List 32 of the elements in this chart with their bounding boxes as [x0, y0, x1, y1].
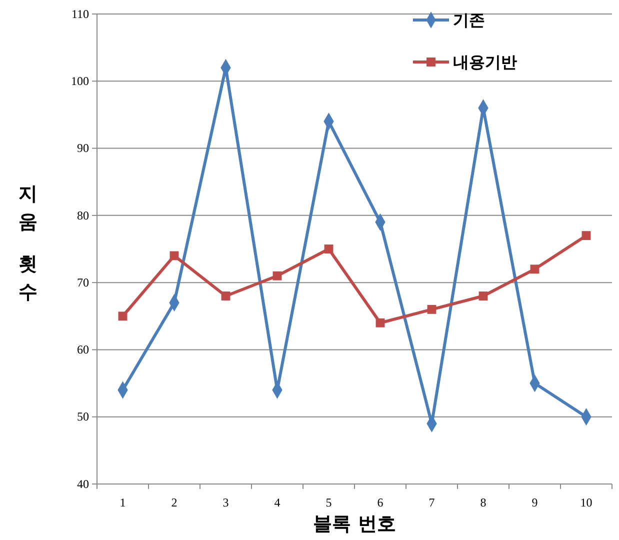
- x-tick-label: 1: [120, 496, 126, 510]
- legend-label: 내용기반: [453, 52, 517, 72]
- point: [478, 292, 488, 300]
- x-tick-label: 5: [326, 496, 332, 510]
- point: [427, 304, 436, 314]
- y-axis-title: 지움 횟수: [18, 183, 38, 303]
- x-tick-label: 2: [171, 496, 178, 510]
- point: [324, 244, 334, 254]
- point: [170, 251, 179, 260]
- point: [376, 318, 385, 328]
- point: [272, 271, 282, 280]
- legend-label: 기존: [453, 10, 485, 30]
- y-tick-label: 100: [71, 74, 89, 88]
- point: [530, 264, 540, 274]
- x-tick-label: 7: [428, 496, 435, 510]
- x-tick-label: 6: [377, 496, 384, 510]
- x-tick-label: 3: [222, 496, 229, 510]
- y-tick-label: 70: [77, 275, 89, 290]
- x-tick-label: 8: [480, 496, 486, 510]
- y-tick-label: 110: [71, 6, 89, 21]
- y-tick-label: 60: [77, 342, 89, 357]
- x-tick-label: 4: [274, 496, 280, 510]
- x-axis-title: 블록 번호: [313, 513, 396, 535]
- x-tick-label: 10: [580, 496, 592, 510]
- point: [221, 292, 230, 300]
- y-tick-label: 50: [77, 410, 89, 424]
- point: [582, 231, 591, 240]
- y-tick-label: 80: [77, 208, 89, 222]
- y-tick-label: 90: [77, 141, 89, 156]
- x-tick-label: 9: [532, 496, 538, 510]
- y-tick-label: 40: [77, 476, 89, 491]
- point: [118, 312, 128, 321]
